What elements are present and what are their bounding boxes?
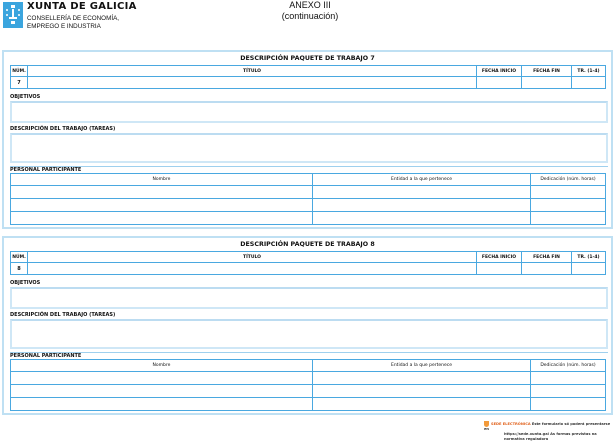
personal-row-2-entidad[interactable] [312,384,531,398]
personal-row-1-nombre[interactable] [10,371,313,385]
personal-row-3-nombre[interactable] [10,397,313,411]
personal-row-3-dedicacion[interactable] [530,397,606,411]
personal-label: PERSONAL PARTICIPANTE [10,167,82,173]
divider [10,166,608,167]
titulo-input[interactable] [27,76,477,89]
personal-row-1-nombre[interactable] [10,185,313,199]
tr-input[interactable] [571,262,606,275]
footer-note: SEDE ELECTRÓNICA Este formulario só pode… [484,421,615,442]
objetivos-input[interactable] [10,101,608,123]
personal-row-1-dedicacion[interactable] [530,371,606,385]
package-title: DESCRIPCIÓN PAQUETE DE TRABAJO 7 [240,55,375,62]
xunta-logo [3,2,23,28]
titulo-input[interactable] [27,262,477,275]
personal-row-2-entidad[interactable] [312,198,531,212]
annex-heading: ANEXO III (continuación) [260,0,360,22]
objetivos-label: OBJETIVOS [10,280,41,286]
fecha-fin-input[interactable] [521,76,572,89]
tr-input[interactable] [571,76,606,89]
work-package-7: DESCRIPCIÓN PAQUETE DE TRABAJO 7 NÚM. TÍ… [2,50,613,229]
annex-title: ANEXO III [289,0,331,10]
num-value[interactable]: 8 [10,262,28,275]
num-value[interactable]: 7 [10,76,28,89]
personal-label: PERSONAL PARTICIPANTE [10,353,82,359]
personal-row-1-entidad[interactable] [312,371,531,385]
personal-row-2-dedicacion[interactable] [530,198,606,212]
personal-row-2-dedicacion[interactable] [530,384,606,398]
objetivos-input[interactable] [10,287,608,309]
department-line-2: EMPREGO E INDUSTRIA [27,23,101,30]
personal-row-3-entidad[interactable] [312,211,531,225]
work-package-8: DESCRIPCIÓN PAQUETE DE TRABAJO 8 NÚM. TÍ… [2,236,613,415]
personal-row-1-entidad[interactable] [312,185,531,199]
personal-row-2-nombre[interactable] [10,384,313,398]
annex-subtitle: (continuación) [281,11,339,21]
descripcion-input[interactable] [10,319,608,349]
footer-line-1: Este formulario só poderá presentarse en [484,422,611,431]
sede-shield-icon [484,421,489,427]
objetivos-label: OBJETIVOS [10,94,41,100]
sede-label: SEDE ELECTRÓNICA [491,422,531,426]
descripcion-label: DESCRIPCIÓN DEL TRABAJO (TAREAS) [10,126,116,132]
personal-row-3-nombre[interactable] [10,211,313,225]
department: CONSELLERÍA DE ECONOMÍA, EMPREGO E INDUS… [27,15,119,31]
descripcion-input[interactable] [10,133,608,163]
fecha-inicio-input[interactable] [476,262,522,275]
department-line-1: CONSELLERÍA DE ECONOMÍA, [27,15,120,22]
divider [10,352,608,353]
personal-row-2-nombre[interactable] [10,198,313,212]
personal-row-3-dedicacion[interactable] [530,211,606,225]
fecha-fin-input[interactable] [521,262,572,275]
brand-name: XUNTA DE GALICIA [27,1,137,12]
package-title: DESCRIPCIÓN PAQUETE DE TRABAJO 8 [240,241,375,248]
personal-row-1-dedicacion[interactable] [530,185,606,199]
fecha-inicio-input[interactable] [476,76,522,89]
descripcion-label: DESCRIPCIÓN DEL TRABAJO (TAREAS) [10,312,116,318]
personal-row-3-entidad[interactable] [312,397,531,411]
